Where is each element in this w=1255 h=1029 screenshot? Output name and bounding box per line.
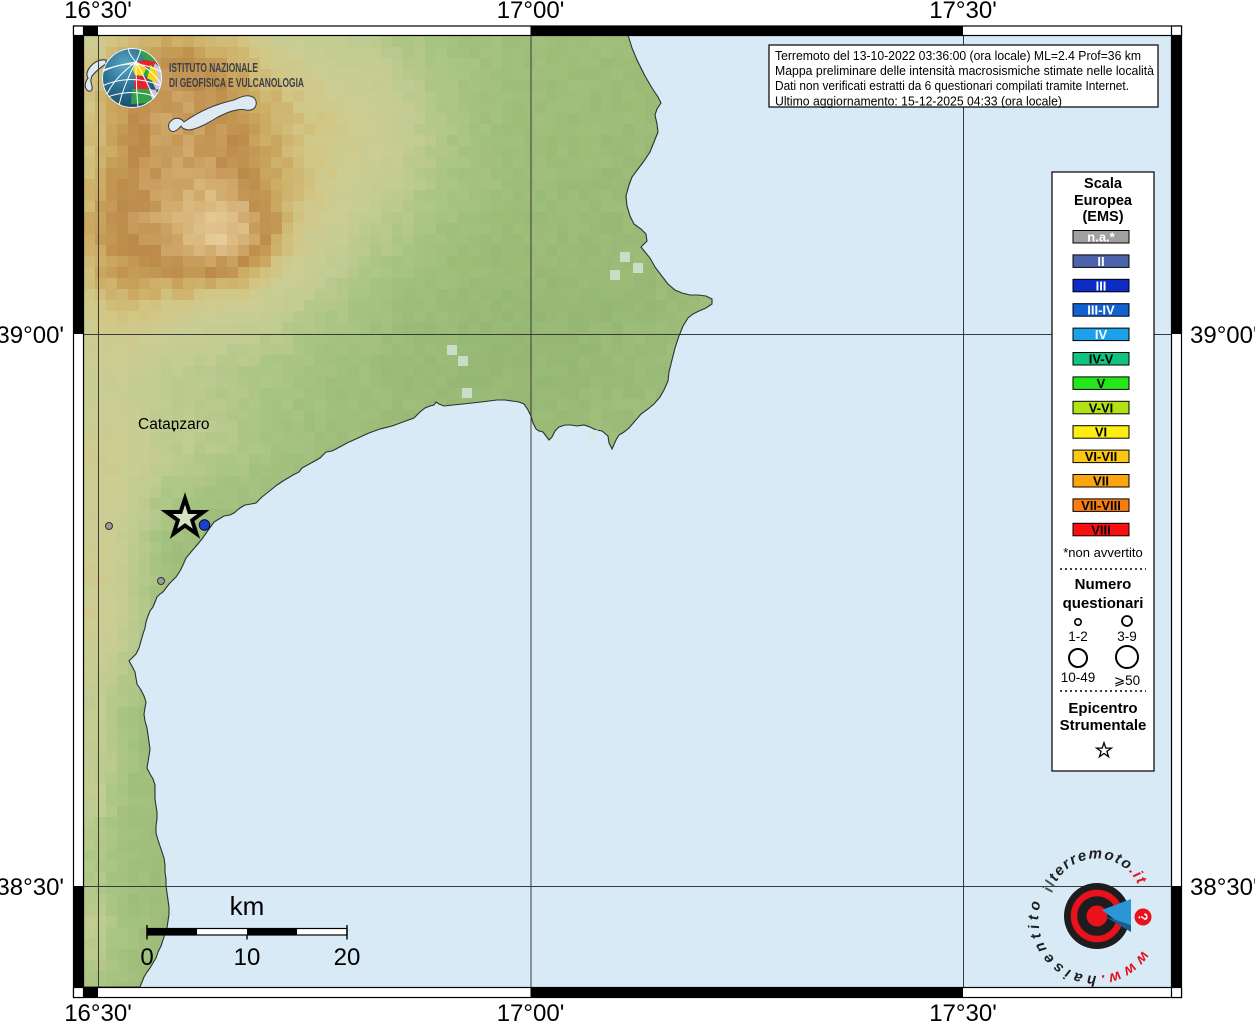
svg-text:VI: VI [1095, 425, 1107, 440]
svg-text:Ultimo aggiornamento: 15-12-20: Ultimo aggiornamento: 15-12-2025 04:33 (… [775, 93, 1062, 108]
svg-text:VII-VIII: VII-VIII [1081, 498, 1121, 513]
svg-text:Catanzaro: Catanzaro [138, 416, 210, 433]
svg-text:VIII: VIII [1091, 522, 1111, 537]
svg-text:38°30': 38°30' [1190, 874, 1255, 901]
svg-text:?: ? [1135, 912, 1151, 922]
svg-text:16°30': 16°30' [64, 1000, 132, 1024]
svg-text:17°30': 17°30' [929, 1000, 997, 1024]
svg-text:17°00': 17°00' [497, 0, 565, 24]
svg-text:V: V [1097, 376, 1106, 391]
svg-text:questionari: questionari [1063, 595, 1144, 612]
svg-text:Numero: Numero [1075, 576, 1132, 593]
svg-text:20: 20 [334, 944, 361, 971]
svg-text:Strumentale: Strumentale [1060, 717, 1147, 734]
svg-text:*non avvertito: *non avvertito [1063, 545, 1143, 560]
svg-text:Europea: Europea [1074, 193, 1133, 209]
svg-text:3-9: 3-9 [1117, 629, 1137, 644]
svg-text:(EMS): (EMS) [1082, 209, 1123, 225]
svg-text:16°30': 16°30' [64, 0, 132, 24]
svg-text:VII: VII [1093, 474, 1109, 489]
svg-text:10-49: 10-49 [1061, 670, 1096, 685]
svg-text:17°30': 17°30' [929, 0, 997, 24]
svg-text:DI GEOFISICA E VULCANOLOGIA: DI GEOFISICA E VULCANOLOGIA [169, 75, 304, 90]
svg-text:ISTITUTO NAZIONALE: ISTITUTO NAZIONALE [169, 60, 258, 75]
svg-text:1-2: 1-2 [1068, 629, 1088, 644]
svg-text:IV-V: IV-V [1089, 352, 1114, 367]
svg-text:VI-VII: VI-VII [1085, 449, 1118, 464]
svg-text:III: III [1096, 278, 1107, 293]
svg-text:17°00': 17°00' [497, 1000, 565, 1024]
svg-text:0: 0 [140, 944, 153, 971]
svg-text:n.a.*: n.a.* [1087, 230, 1115, 245]
svg-text:⩾50: ⩾50 [1114, 673, 1140, 688]
svg-text:38°30': 38°30' [0, 874, 64, 901]
svg-text:Scala: Scala [1084, 176, 1123, 192]
svg-text:39°00': 39°00' [0, 322, 64, 349]
svg-text:39°00': 39°00' [1190, 322, 1255, 349]
svg-text:II: II [1097, 254, 1104, 269]
svg-text:III-IV: III-IV [1087, 303, 1115, 318]
svg-text:Terremoto del 13-10-2022 03:36: Terremoto del 13-10-2022 03:36:00 (ora l… [775, 48, 1141, 63]
svg-text:Dati non verificati estratti d: Dati non verificati estratti da 6 questi… [775, 78, 1129, 93]
svg-text:IV: IV [1095, 327, 1108, 342]
svg-text:Mappa preliminare delle intens: Mappa preliminare delle intensità macros… [775, 63, 1155, 78]
svg-text:10: 10 [234, 944, 261, 971]
svg-text:V-VI: V-VI [1089, 400, 1114, 415]
svg-text:Epicentro: Epicentro [1068, 700, 1137, 717]
svg-text:km: km [230, 891, 265, 921]
